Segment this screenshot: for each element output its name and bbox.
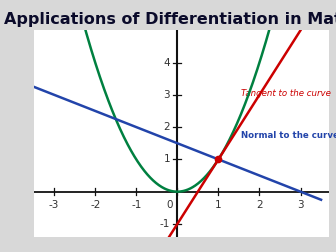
Text: -1: -1: [160, 219, 170, 229]
Text: 3: 3: [163, 90, 170, 100]
Text: -2: -2: [90, 200, 100, 210]
Text: Tangent to the curve: Tangent to the curve: [241, 89, 331, 98]
Text: 3: 3: [297, 200, 304, 210]
Text: Applications of Differentiation in Mat: Applications of Differentiation in Mat: [4, 12, 336, 27]
Text: Normal to the curve: Normal to the curve: [241, 131, 336, 140]
Text: 1: 1: [215, 200, 222, 210]
Text: 4: 4: [163, 57, 170, 68]
Text: 0: 0: [166, 200, 172, 210]
Text: -3: -3: [49, 200, 59, 210]
Text: -1: -1: [131, 200, 141, 210]
Text: 2: 2: [163, 122, 170, 132]
Text: 1: 1: [163, 154, 170, 164]
Text: 2: 2: [256, 200, 263, 210]
